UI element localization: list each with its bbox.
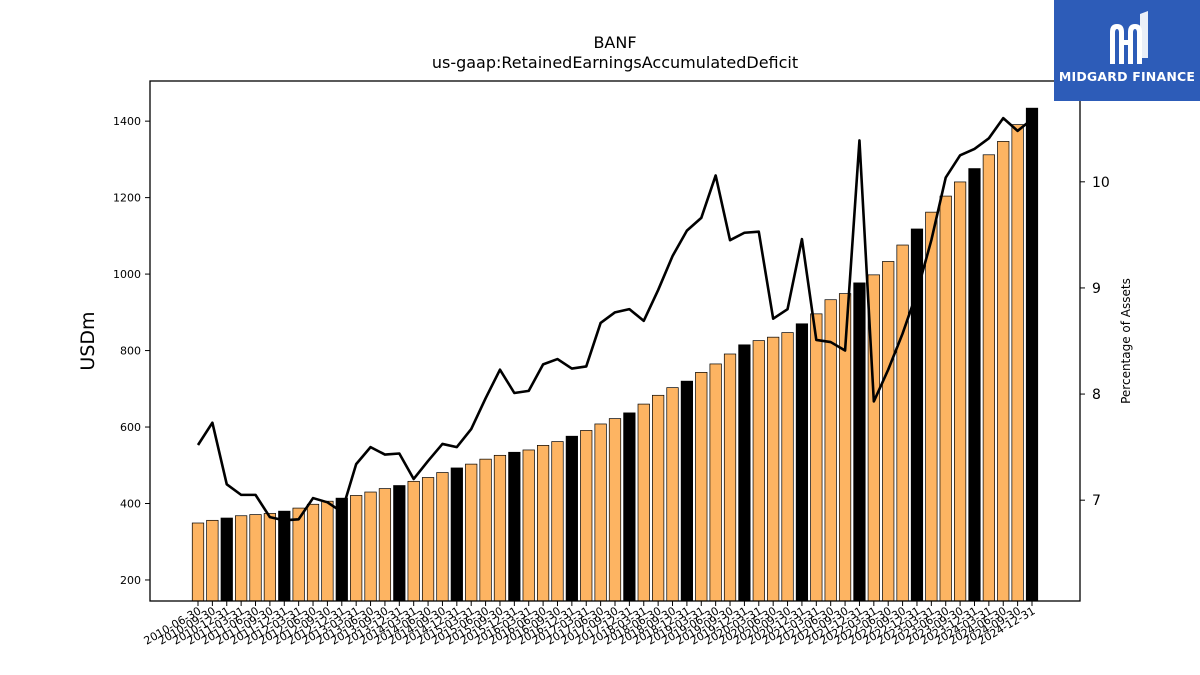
y-tick-label: 1000 xyxy=(113,268,141,281)
y-tick-label: 400 xyxy=(120,498,141,511)
bar xyxy=(350,495,363,602)
bar xyxy=(939,195,952,602)
bar xyxy=(1011,124,1024,602)
bar xyxy=(1025,107,1039,602)
bar xyxy=(191,522,205,602)
bar xyxy=(608,418,622,602)
bar xyxy=(278,510,291,602)
bar xyxy=(364,491,377,602)
bar xyxy=(795,323,809,602)
bar xyxy=(249,514,262,602)
logo-text: MIDGARD FINANCE xyxy=(1058,69,1196,84)
bar xyxy=(493,454,507,602)
bar xyxy=(580,430,593,602)
bar xyxy=(335,497,348,602)
bar xyxy=(220,517,233,602)
bar xyxy=(982,154,995,602)
bar xyxy=(752,340,765,602)
bar xyxy=(680,380,694,602)
bar xyxy=(551,441,564,602)
bar xyxy=(235,515,248,602)
bar xyxy=(666,387,679,602)
bar xyxy=(896,244,909,602)
bar xyxy=(378,488,392,602)
bar xyxy=(206,519,219,602)
y2-tick-label: 9 xyxy=(1092,281,1101,297)
chart-subtitle: us-gaap:RetainedEarningsAccumulatedDefic… xyxy=(432,53,798,72)
plot-frame xyxy=(149,80,1081,602)
y-tick-label: 600 xyxy=(120,421,141,434)
bar xyxy=(968,168,981,602)
bar xyxy=(637,403,650,602)
bar xyxy=(882,261,895,602)
y-tick-label: 1200 xyxy=(113,192,141,205)
y-tick-label: 1400 xyxy=(113,115,141,128)
y-tick-label: 200 xyxy=(120,574,141,587)
bar xyxy=(723,353,737,602)
y-axis-label: USDm xyxy=(77,311,99,370)
bar xyxy=(306,503,320,602)
midgard-m-icon xyxy=(1110,11,1148,64)
bar xyxy=(709,363,722,602)
bar xyxy=(781,332,794,602)
bar xyxy=(393,485,406,602)
bar xyxy=(450,467,463,602)
bar xyxy=(853,282,866,602)
y2-tick-label: 8 xyxy=(1092,387,1101,403)
bar xyxy=(810,313,823,602)
bar xyxy=(997,141,1010,602)
bar xyxy=(522,449,535,602)
bar xyxy=(565,435,578,602)
bar xyxy=(594,423,607,602)
bar xyxy=(321,500,334,602)
bar-series xyxy=(191,107,1039,602)
bar xyxy=(738,344,751,602)
bar xyxy=(479,458,492,602)
bar xyxy=(407,480,420,602)
line-path xyxy=(196,116,1033,522)
line-series xyxy=(196,116,1033,522)
y-tick-label: 800 xyxy=(120,345,141,358)
bar xyxy=(421,477,435,602)
bar xyxy=(623,412,636,602)
bar xyxy=(436,472,449,602)
logo: MIDGARD FINANCE xyxy=(1054,0,1200,101)
bar xyxy=(508,451,521,602)
bar xyxy=(925,211,938,602)
y2-tick-label: 10 xyxy=(1092,175,1110,191)
bar xyxy=(652,394,665,602)
y2-axis-ticks: 7 8 9 10 xyxy=(1080,175,1110,509)
bar xyxy=(910,228,924,602)
x-axis-ticks: 2010-06-302010-09-302010-12-312011-03-31… xyxy=(142,601,1038,648)
y2-axis-label: Percentage of Assets xyxy=(1119,278,1133,404)
bar xyxy=(767,336,780,602)
y-axis-ticks: 200 400 600 800 1000 1200 1400 xyxy=(113,115,150,587)
bar xyxy=(536,445,550,602)
y2-tick-label: 7 xyxy=(1092,493,1101,509)
chart-title: BANF xyxy=(593,33,636,52)
bar xyxy=(953,181,967,602)
bar xyxy=(465,463,478,602)
bar xyxy=(263,513,276,602)
bar xyxy=(292,507,305,602)
bar xyxy=(695,372,708,602)
